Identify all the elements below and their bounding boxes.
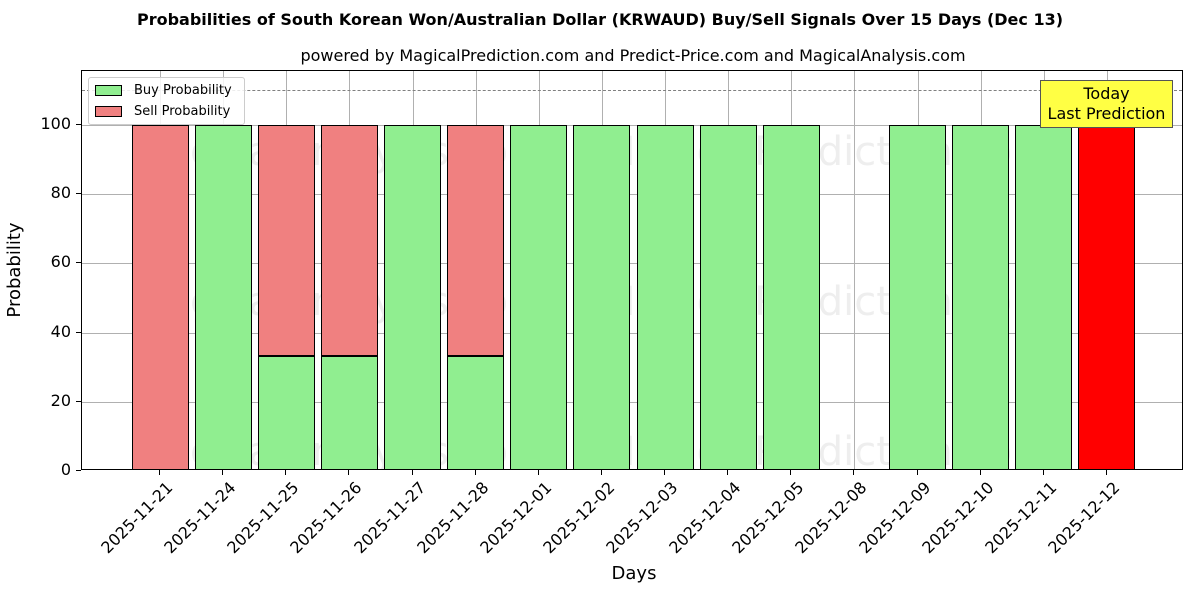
gridline-h bbox=[82, 194, 1182, 196]
legend-label-sell: Sell Probability bbox=[134, 103, 231, 119]
legend-item-sell: Sell Probability bbox=[95, 103, 230, 119]
buy-swatch-icon bbox=[95, 84, 122, 96]
bar-sell bbox=[131, 125, 189, 469]
bar-buy bbox=[510, 125, 568, 469]
x-tick-mark bbox=[600, 470, 602, 475]
bar-buy bbox=[699, 125, 757, 469]
bar-buy bbox=[636, 125, 694, 469]
y-tick-label: 20 bbox=[50, 390, 71, 410]
bar-sell bbox=[320, 125, 378, 356]
y-tick-mark bbox=[76, 470, 81, 471]
bar-buy bbox=[447, 355, 505, 469]
y-tick-label: 100 bbox=[40, 114, 71, 133]
legend-label-buy: Buy Probability bbox=[134, 82, 232, 98]
legend: Buy Probability Sell Probability bbox=[88, 77, 245, 125]
y-tick-mark bbox=[76, 400, 81, 402]
chart-title: Probabilities of South Korean Won/Austra… bbox=[136, 10, 1064, 29]
reference-line bbox=[82, 90, 1182, 92]
bar-buy bbox=[889, 125, 947, 469]
x-tick-mark bbox=[790, 470, 792, 475]
x-tick-mark bbox=[222, 470, 224, 475]
x-tick-mark bbox=[1042, 470, 1044, 475]
chart-subtitle: powered by MagicalPrediction.com and Pre… bbox=[300, 46, 966, 65]
y-tick-label: 80 bbox=[50, 183, 71, 203]
gridline-h bbox=[82, 332, 1182, 334]
x-tick-mark bbox=[537, 470, 539, 475]
x-axis-label: Days bbox=[611, 563, 657, 584]
gridline-h bbox=[82, 125, 1182, 126]
bar-buy bbox=[257, 355, 315, 469]
bar-buy bbox=[952, 125, 1010, 469]
today-annotation: Today Last Prediction bbox=[1040, 80, 1173, 128]
y-tick-mark bbox=[76, 262, 81, 264]
x-tick-mark bbox=[1105, 470, 1107, 475]
x-tick-mark bbox=[411, 470, 413, 475]
bar-sell bbox=[257, 125, 315, 356]
x-tick-mark bbox=[916, 470, 918, 475]
sell-swatch-icon bbox=[95, 105, 122, 117]
y-axis-label: Probability bbox=[4, 222, 25, 318]
y-tick-mark bbox=[76, 193, 81, 195]
y-tick-mark bbox=[76, 124, 81, 125]
today-label: Today bbox=[1083, 84, 1130, 103]
bar-buy bbox=[384, 125, 442, 469]
x-tick-mark bbox=[853, 470, 855, 475]
y-tick-label: 0 bbox=[60, 460, 71, 479]
bar-sell bbox=[447, 125, 505, 356]
x-tick-mark bbox=[474, 470, 476, 475]
x-tick-mark bbox=[664, 470, 666, 475]
bar-buy bbox=[762, 125, 820, 469]
x-tick-mark bbox=[979, 470, 981, 475]
bar-buy bbox=[320, 355, 378, 469]
x-tick-mark bbox=[348, 470, 350, 475]
bar-buy bbox=[573, 125, 631, 469]
bar-buy bbox=[194, 125, 252, 469]
y-tick-label: 60 bbox=[50, 252, 71, 272]
y-tick-label: 40 bbox=[50, 321, 71, 341]
x-tick-mark bbox=[727, 470, 729, 475]
last-prediction-label: Last Prediction bbox=[1047, 104, 1166, 123]
gridline-v bbox=[854, 71, 856, 469]
gridline-h bbox=[82, 263, 1182, 265]
plot-area: MagicalAnalysis.comMagicalPrediction.com… bbox=[81, 70, 1183, 470]
legend-item-buy: Buy Probability bbox=[95, 82, 232, 98]
bar-sell-today bbox=[1078, 125, 1136, 469]
x-tick-mark bbox=[285, 470, 287, 475]
gridline-h bbox=[82, 401, 1182, 403]
y-tick-mark bbox=[76, 331, 81, 333]
x-tick-mark bbox=[159, 470, 160, 475]
bar-buy bbox=[1015, 125, 1073, 469]
